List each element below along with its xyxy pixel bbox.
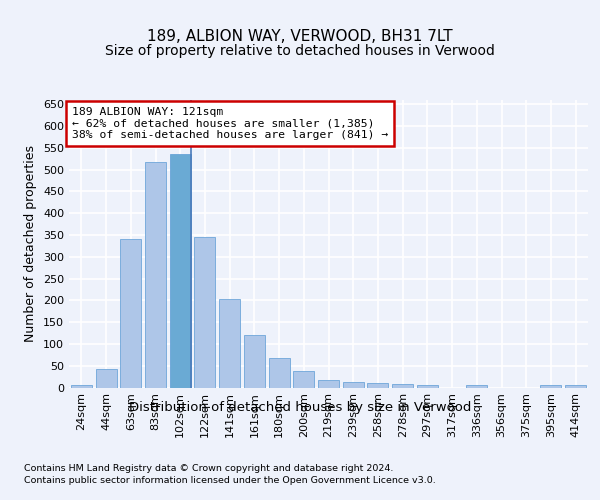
Bar bbox=[194, 237, 215, 388]
Bar bbox=[343, 382, 364, 388]
Text: Size of property relative to detached houses in Verwood: Size of property relative to detached ho… bbox=[105, 44, 495, 58]
Bar bbox=[269, 358, 290, 388]
Text: Contains public sector information licensed under the Open Government Licence v3: Contains public sector information licen… bbox=[24, 476, 436, 485]
Text: 189 ALBION WAY: 121sqm
← 62% of detached houses are smaller (1,385)
38% of semi-: 189 ALBION WAY: 121sqm ← 62% of detached… bbox=[71, 107, 388, 140]
Text: Distribution of detached houses by size in Verwood: Distribution of detached houses by size … bbox=[129, 401, 471, 414]
Bar bbox=[417, 386, 438, 388]
Bar bbox=[392, 384, 413, 388]
Bar bbox=[219, 298, 240, 388]
Bar bbox=[318, 380, 339, 388]
Bar bbox=[120, 240, 141, 388]
Bar bbox=[466, 386, 487, 388]
Text: Contains HM Land Registry data © Crown copyright and database right 2024.: Contains HM Land Registry data © Crown c… bbox=[24, 464, 394, 473]
Bar bbox=[541, 386, 562, 388]
Text: 189, ALBION WAY, VERWOOD, BH31 7LT: 189, ALBION WAY, VERWOOD, BH31 7LT bbox=[147, 29, 453, 44]
Bar bbox=[145, 162, 166, 388]
Bar bbox=[71, 386, 92, 388]
Bar bbox=[565, 386, 586, 388]
Bar bbox=[244, 335, 265, 388]
Bar bbox=[293, 372, 314, 388]
Bar bbox=[95, 369, 116, 388]
Y-axis label: Number of detached properties: Number of detached properties bbox=[25, 145, 37, 342]
Bar bbox=[170, 154, 191, 388]
Bar bbox=[367, 382, 388, 388]
